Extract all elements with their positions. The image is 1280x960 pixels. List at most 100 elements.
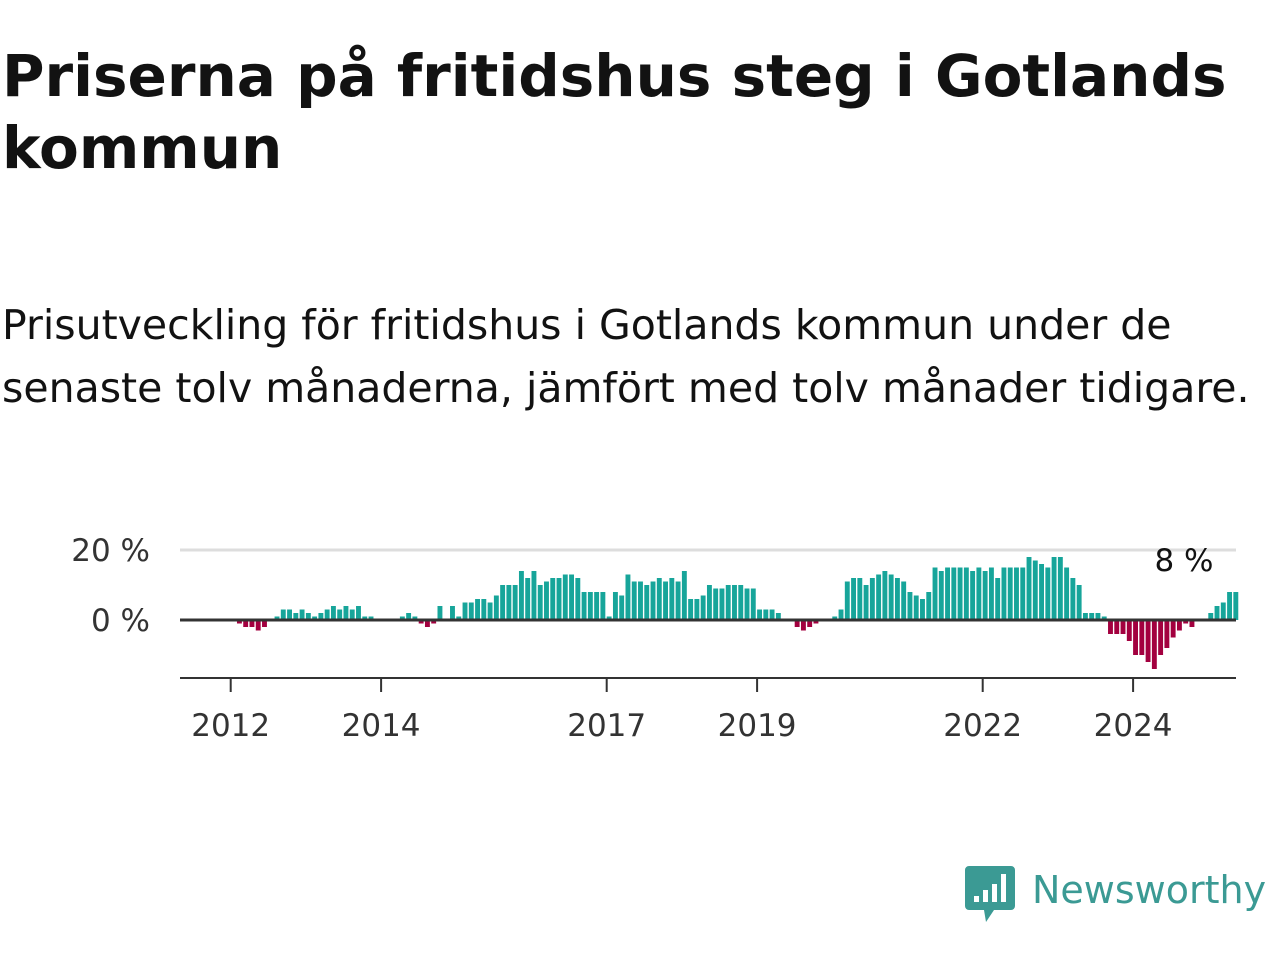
bar-positive [1101,616,1107,620]
bar-negative [255,620,261,631]
bar-positive [1064,567,1070,620]
newsworthy-logo: Newsworthy [964,862,1266,926]
bar-positive [399,616,405,620]
bar-positive [882,571,888,620]
axis-layer: 2012 2014 2017 2019 2022 2024 [180,618,1236,744]
bar-negative [243,620,249,627]
bar-negative [424,620,430,627]
bar-positive [869,578,875,620]
price-change-chart: 0 % 20 % 2012 2014 2017 2019 2022 2024 8 % [71,533,1239,744]
grid-layer: 0 % 20 % [71,533,1236,639]
bar-positive [406,613,412,620]
bar-negative [262,620,267,627]
bar-positive [606,616,612,620]
bar-positive [863,585,869,620]
bar-positive [625,574,631,620]
x-tick-label: 2024 [1094,708,1173,744]
bar-positive [550,578,556,620]
bar-positive [932,567,938,620]
bar-positive [844,581,850,620]
bar-negative [1145,620,1151,662]
bar-positive [982,571,988,620]
bar-positive [287,609,292,620]
bar-negative [418,620,424,624]
bar-positive [1089,613,1095,620]
bar-positive [468,602,474,620]
bar-positive [926,592,932,620]
bar-positive [1014,567,1019,620]
bar-positive [838,609,844,620]
bar-positive [356,606,361,620]
bar-positive [763,609,769,620]
bar-positive [531,571,537,620]
bar-positive [600,592,606,620]
bar-positive [462,602,468,620]
bar-positive [581,592,587,620]
bar-positive [1057,557,1063,620]
bar-positive [318,613,324,620]
bar-positive [506,585,512,620]
bar-positive [487,602,493,620]
bar-positive [988,567,994,620]
x-tick-label: 2014 [342,708,421,744]
y-tick-label: 0 % [91,603,150,639]
bar-positive [569,574,574,620]
bar-positive [769,609,775,620]
bar-positive [920,599,925,620]
bar-negative [1183,620,1189,624]
bar-positive [650,581,656,620]
bar-negative [813,620,819,624]
bar-positive [907,592,913,620]
bar-negative [1114,620,1120,634]
bar-positive [412,616,418,620]
bar-positive [901,581,907,620]
bar-negative [1120,620,1126,634]
bar-positive [750,588,756,620]
bar-negative [236,620,242,624]
page-subtitle: Prisutveckling för fritidshus i Gotlands… [2,301,1250,412]
bar-positive [349,609,355,620]
bar-positive [675,581,681,620]
bar-positive [330,606,336,620]
bar-positive [888,574,894,620]
bar-positive [663,581,668,620]
last-value-label: 8 % [1154,543,1213,579]
bar-positive [725,585,731,620]
x-tick-label: 2022 [943,708,1022,744]
bar-positive [732,585,737,620]
bar-positive [512,585,518,620]
bar-positive [832,616,838,620]
bar-positive [656,578,662,620]
bar-positive [475,599,480,620]
bar-negative [431,620,437,624]
bar-positive [1208,613,1214,620]
bar-positive [995,578,1001,620]
bar-positive [299,609,305,620]
bar-positive [1095,613,1101,620]
bar-positive [1082,613,1088,620]
bar-positive [851,578,856,620]
bar-positive [700,595,706,620]
bar-positive [644,585,650,620]
bar-positive [775,613,781,620]
bar-positive [450,606,455,620]
bar-positive [544,581,549,620]
x-tick-label: 2012 [191,708,270,744]
bar-negative [1158,620,1164,655]
bar-positive [894,578,900,620]
bar-positive [456,616,462,620]
x-tick-label: 2019 [718,708,797,744]
bar-positive [945,567,950,620]
bar-positive [1051,557,1057,620]
bar-negative [1189,620,1195,627]
bar-positive [324,609,330,620]
bar-negative [794,620,800,627]
bar-positive [305,613,311,620]
bar-negative [1133,620,1138,655]
bar-positive [1227,592,1232,620]
newsworthy-logo-icon [965,866,1015,922]
page-title: Priserna på fritidshus steg i Gotlands k… [2,42,1227,182]
bar-positive [963,567,969,620]
bar-positive [594,592,600,620]
bar-positive [575,578,581,620]
